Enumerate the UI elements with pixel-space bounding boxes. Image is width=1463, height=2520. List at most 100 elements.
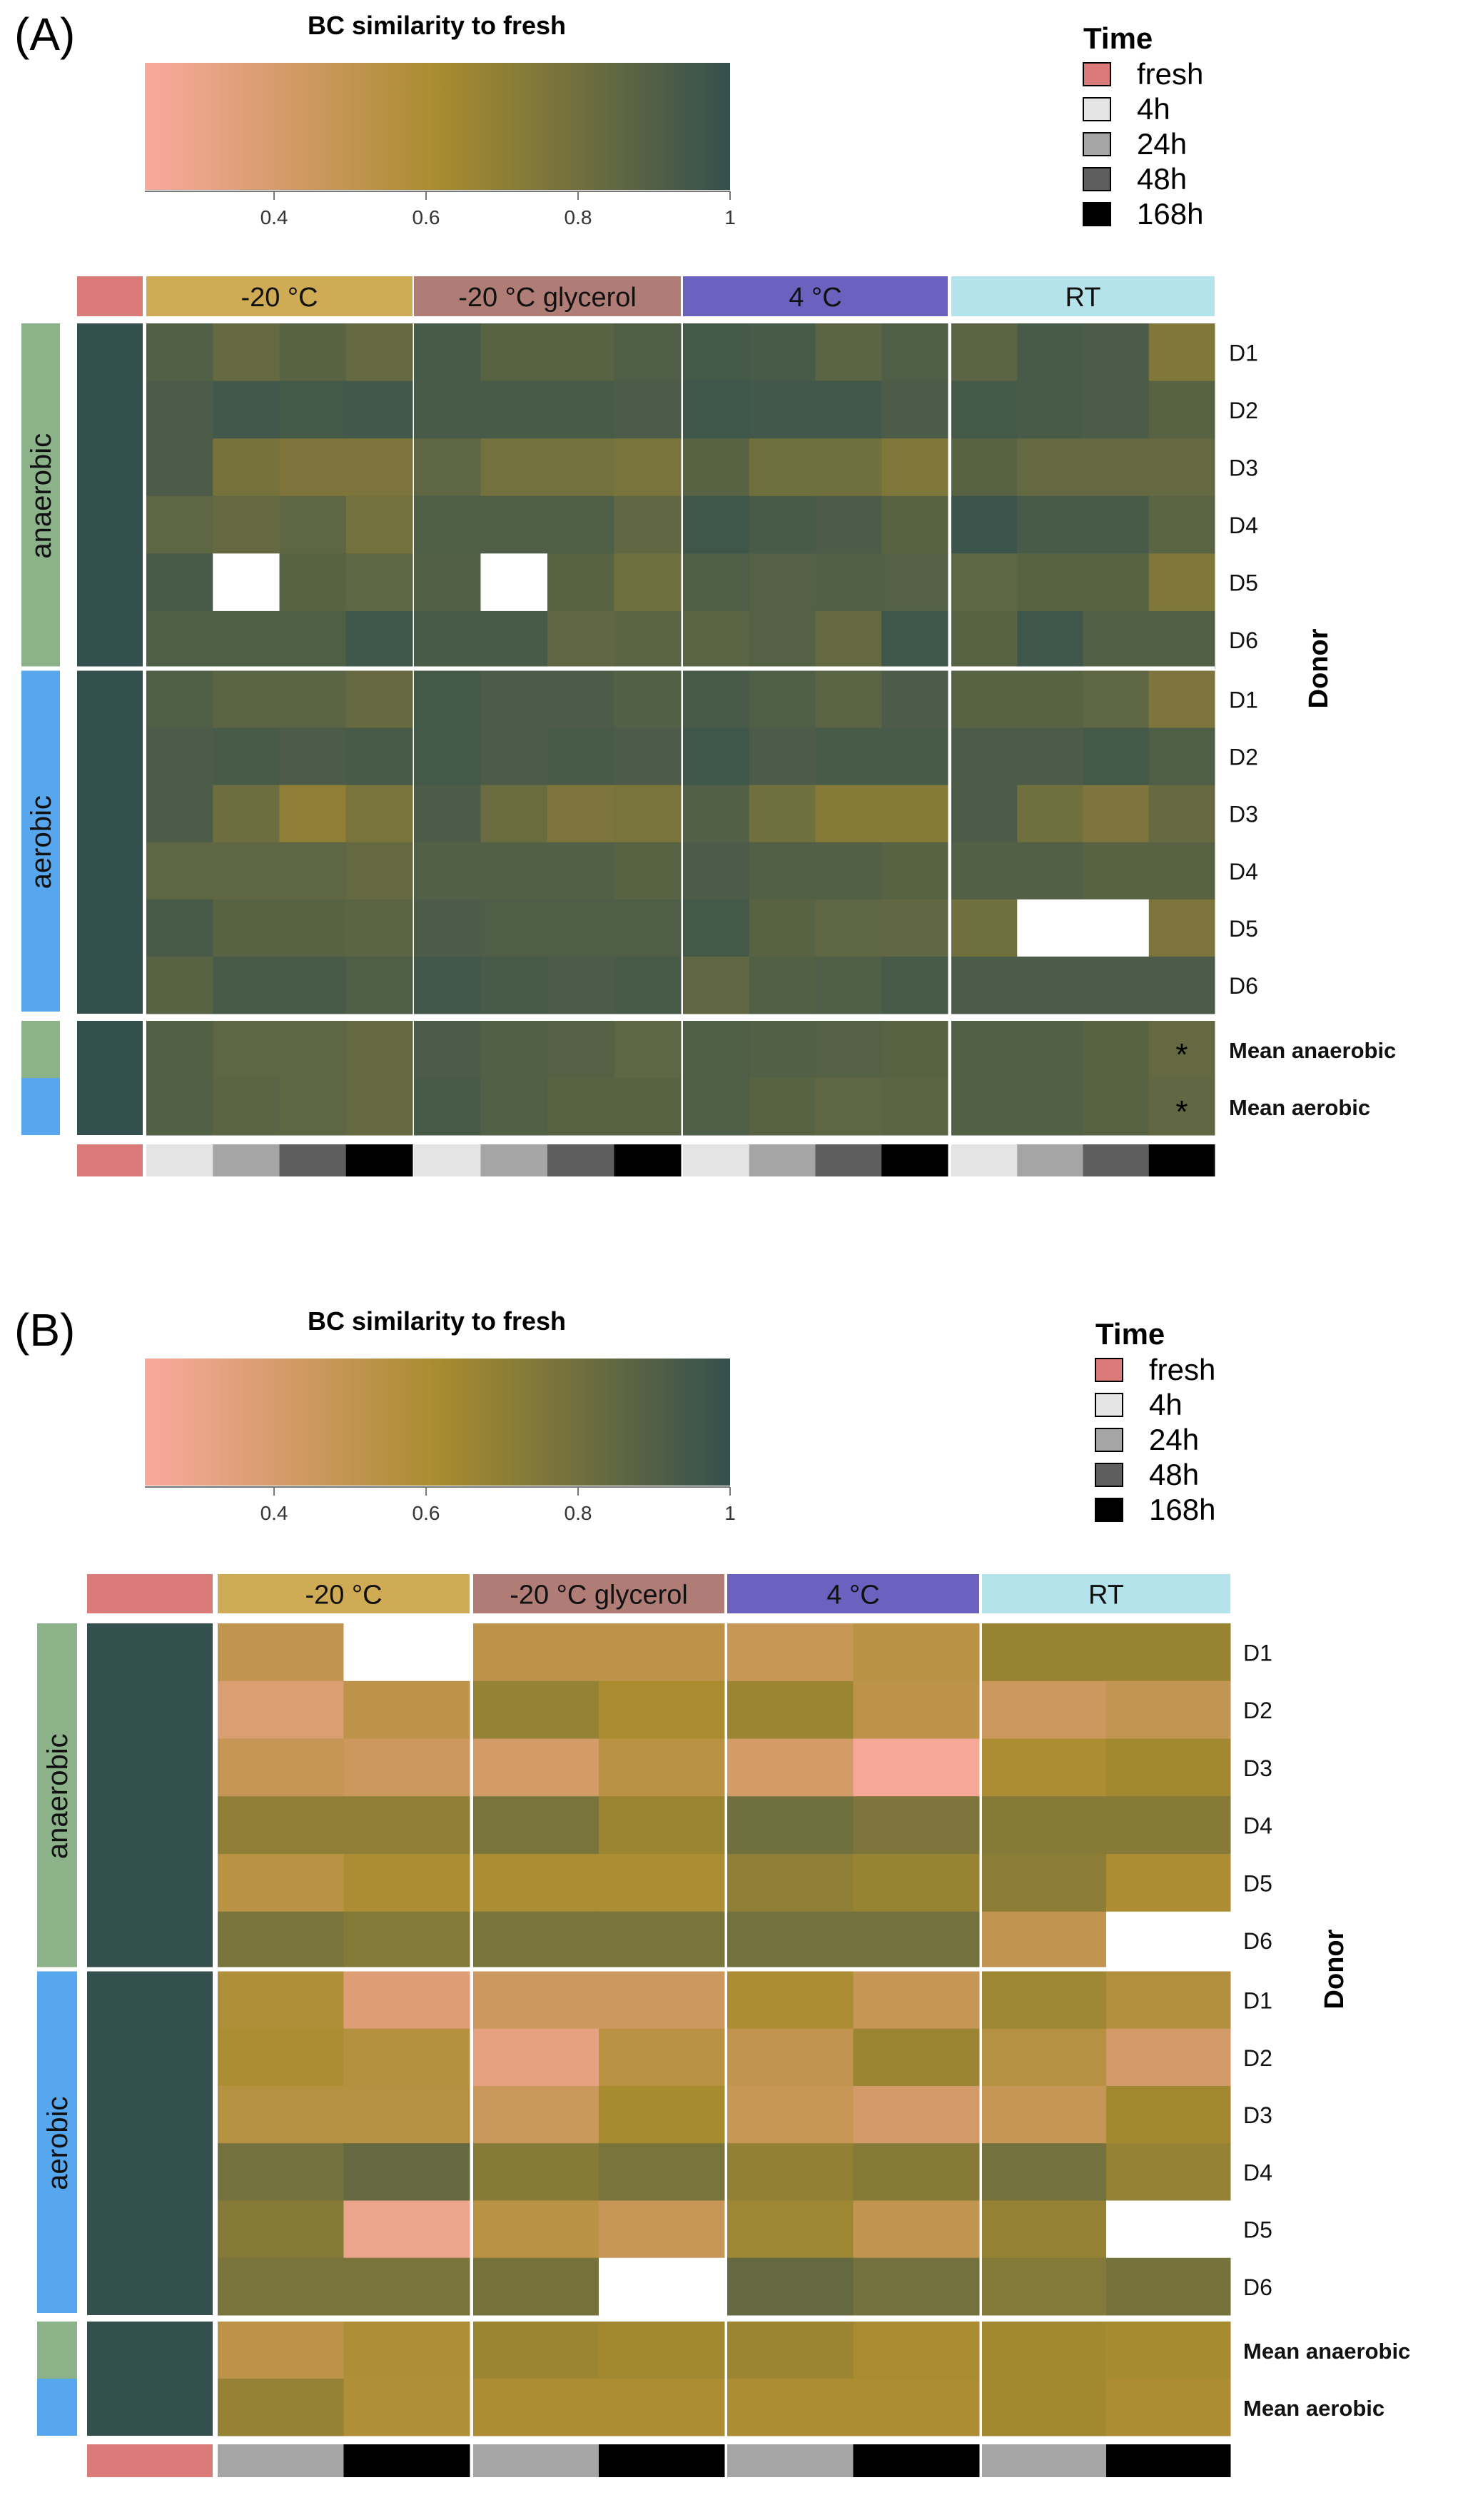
row-label: D3	[1229, 455, 1258, 480]
heatmap-cell	[218, 2086, 344, 2144]
legend-swatch	[1095, 1358, 1123, 1382]
condition-header	[414, 276, 681, 316]
heatmap-cell	[146, 842, 213, 900]
time-bar-segment	[213, 1144, 280, 1176]
mean-cell	[683, 1021, 750, 1079]
heatmap-cell	[343, 2257, 470, 2316]
heatmap-cell	[749, 438, 816, 497]
heatmap-cell	[951, 553, 1018, 612]
heatmap-cell	[414, 323, 481, 382]
heatmap-cell	[345, 956, 413, 1014]
heatmap-cell	[279, 323, 347, 382]
heatmap-cell	[749, 670, 816, 729]
heatmap-cell	[1106, 1971, 1231, 2030]
heatmap-cell	[951, 785, 1018, 843]
group-label: anaerobic	[42, 1733, 74, 1859]
mean-cell	[146, 1021, 213, 1079]
heatmap-cell	[345, 785, 413, 843]
heatmap-cell	[1083, 842, 1150, 900]
heatmap-cell	[815, 553, 882, 612]
condition-header	[218, 1574, 470, 1613]
mean-cell	[279, 1021, 347, 1079]
significance-mark: *	[1175, 1037, 1188, 1072]
mean-cell	[1083, 1078, 1150, 1136]
heatmap-cell	[815, 380, 882, 439]
mean-cell	[749, 1021, 816, 1079]
heatmap-cell	[473, 1854, 599, 1912]
heatmap-cell	[1148, 553, 1215, 612]
heatmap-cell	[480, 899, 548, 957]
row-label: D5	[1229, 916, 1258, 942]
heatmap-cell	[1083, 610, 1150, 669]
condition-label: -20 °C glycerol	[458, 283, 637, 313]
heatmap-cell	[279, 380, 347, 439]
row-label: D6	[1229, 973, 1258, 999]
legend-label: 24h	[1149, 1423, 1199, 1456]
group-separator	[77, 666, 1215, 671]
heatmap-cell	[683, 727, 750, 786]
heatmap-cell	[749, 842, 816, 900]
heatmap-cell	[547, 842, 614, 900]
heatmap-cell	[599, 2257, 725, 2316]
heatmap-cell	[218, 2028, 344, 2087]
heatmap-cell	[473, 2200, 599, 2259]
mean-cell	[218, 2322, 344, 2379]
heatmap-cell	[1017, 785, 1083, 843]
heatmap-cell	[1148, 610, 1215, 669]
heatmap-cell	[881, 495, 948, 554]
time-bar-segment	[951, 1144, 1018, 1176]
legend-label: 168h	[1137, 197, 1203, 231]
heatmap-cell	[146, 438, 213, 497]
time-bar-segment	[218, 2444, 344, 2477]
heatmap-cell	[1148, 670, 1215, 729]
heatmap-cell	[853, 2143, 980, 2201]
heatmap-cell	[599, 1971, 725, 2030]
time-bar-segment	[1106, 2444, 1231, 2477]
mean-cell	[218, 2379, 344, 2436]
heatmap-cell	[473, 1680, 599, 1739]
condition-header	[473, 1574, 724, 1613]
row-label: D2	[1229, 398, 1258, 423]
heatmap-cell	[683, 553, 750, 612]
heatmap-cell	[213, 610, 280, 669]
heatmap-cell	[343, 1971, 470, 2030]
heatmap-cell	[1148, 727, 1215, 786]
heatmap-cell	[345, 899, 413, 957]
time-bar-segment	[815, 1144, 882, 1176]
group-label: aerobic	[42, 2097, 74, 2190]
heatmap-cell	[727, 1796, 854, 1855]
heatmap-cell	[279, 610, 347, 669]
condition-label: -20 °C	[241, 283, 318, 313]
heatmap-cell	[279, 956, 347, 1014]
heatmap-cell	[218, 1623, 344, 1682]
heatmap-cell	[614, 670, 682, 729]
time-bar-segment	[614, 1144, 682, 1176]
mean-row-label: Mean anaerobic	[1243, 2339, 1410, 2364]
heatmap-cell	[1017, 323, 1083, 382]
mean-cell	[414, 1021, 481, 1079]
group-label: anaerobic	[26, 433, 57, 559]
legend-label: fresh	[1149, 1353, 1215, 1386]
colorbar	[145, 1359, 730, 1486]
mean-cell	[213, 1078, 280, 1136]
legend-swatch	[1095, 1463, 1123, 1487]
heatmap-cell	[146, 956, 213, 1014]
mean-cell	[614, 1078, 682, 1136]
heatmap-cell	[146, 495, 213, 554]
heatmap-cell	[599, 1796, 725, 1855]
heatmap-cell	[1017, 899, 1083, 957]
panel-label: (B)	[14, 1304, 75, 1356]
heatmap-cell	[853, 1971, 980, 2030]
heatmap-cell	[599, 2086, 725, 2144]
heatmap-cell	[345, 610, 413, 669]
heatmap-cell	[1017, 495, 1083, 554]
heatmap-cell	[1148, 495, 1215, 554]
heatmap-cell	[343, 1911, 470, 1970]
legend-label: 4h	[1149, 1388, 1183, 1421]
legend-label: fresh	[1137, 57, 1203, 91]
heatmap-cell	[279, 553, 347, 612]
heatmap-cell	[881, 727, 948, 786]
heatmap-cell	[1106, 1680, 1231, 1739]
heatmap-cell	[727, 1623, 854, 1682]
condition-header	[727, 1574, 979, 1613]
